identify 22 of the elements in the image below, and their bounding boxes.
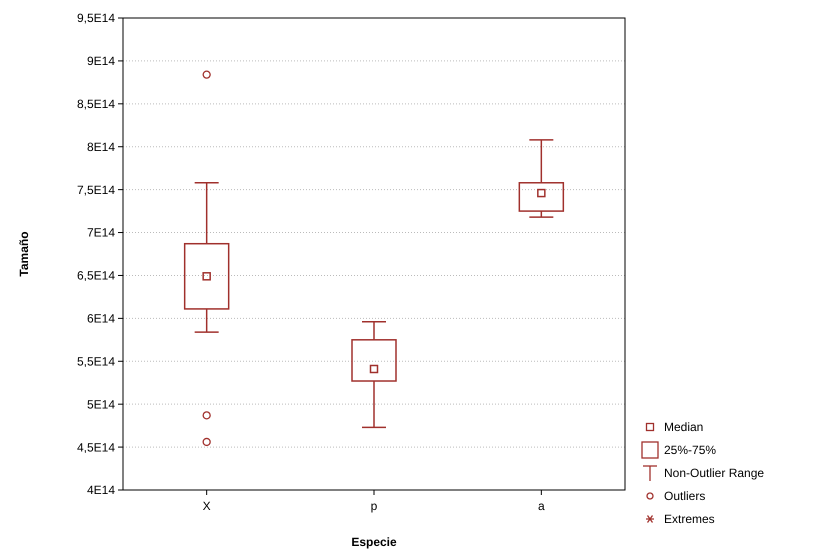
text: Outliers bbox=[664, 489, 706, 504]
x-tick-label: p bbox=[370, 499, 378, 513]
text: Extremes bbox=[664, 512, 715, 526]
y-tick-label: 4E14 bbox=[86, 483, 116, 498]
text: Non-Outlier Range bbox=[664, 466, 764, 480]
y-tick-label: 5E14 bbox=[86, 397, 116, 412]
y-tick-label: 4,5E14 bbox=[76, 440, 116, 454]
y-tick-label: 7E14 bbox=[86, 226, 116, 240]
y-tick-label: 5,5E14 bbox=[76, 354, 116, 368]
text: 25%-75% bbox=[664, 443, 716, 458]
y-tick-label: 9E14 bbox=[86, 54, 116, 68]
x-tick-label: X bbox=[202, 499, 211, 513]
y-tick-label: 7,5E14 bbox=[76, 182, 116, 197]
x-axis-title: Especie bbox=[351, 535, 397, 549]
x-tick-label: a bbox=[538, 499, 545, 513]
y-tick-label: 6,5E14 bbox=[76, 268, 116, 283]
y-axis-title: Tamaño bbox=[17, 231, 31, 277]
y-tick-label: 9,5E14 bbox=[76, 11, 116, 26]
y-tick-label: 8,5E14 bbox=[76, 97, 116, 112]
y-tick-label: 6E14 bbox=[86, 312, 116, 326]
text: Median bbox=[664, 420, 704, 434]
y-tick-label: 8E14 bbox=[86, 140, 116, 154]
